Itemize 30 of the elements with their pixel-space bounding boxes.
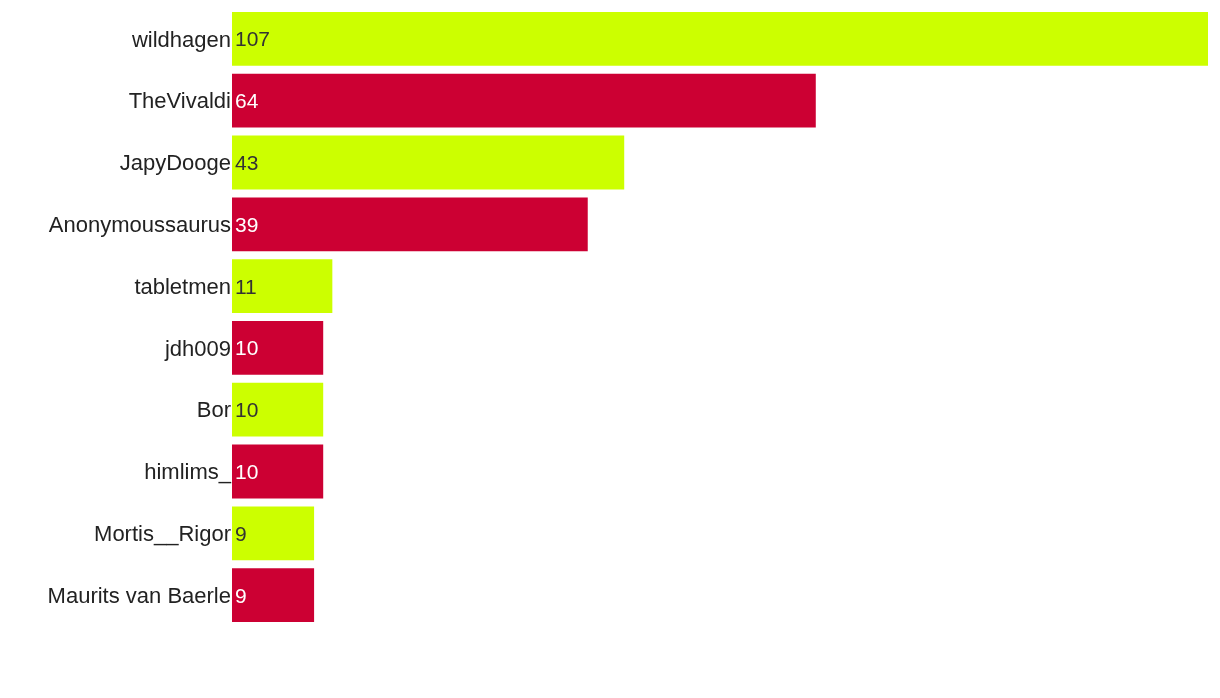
bar [232,382,324,437]
data-label: 9 [235,521,247,545]
y-tick-label: Mortis__Rigor [94,521,231,546]
y-tick-label: Maurits van Baerle [47,582,231,608]
y-tick-label: tabletmen [134,273,231,299]
y-tick-label: wildhagen [130,26,231,52]
bar [232,506,315,561]
y-tick-label: JapyDooge [119,150,231,176]
data-label: 39 [235,212,259,236]
y-tick-label: Anonymoussaurus [48,212,231,237]
data-label: 9 [235,583,247,607]
data-label: 43 [235,151,259,174]
data-label: 10 [235,460,259,483]
y-tick-label: himlims_ [144,459,232,485]
y-tick-label: TheVivaldi [128,88,231,114]
y-tick-label: jdh009 [163,335,231,361]
bar [232,197,588,252]
bar [232,12,1208,66]
bar [232,73,816,128]
data-label: 64 [235,89,259,113]
bar [232,135,625,190]
bar [232,444,324,499]
data-label: 10 [235,398,259,422]
bar [232,321,324,375]
bar [232,568,315,622]
data-label: 107 [235,27,271,51]
y-tick-label: Bor [196,397,231,423]
data-label: 10 [235,336,259,360]
bar [232,259,333,313]
data-label: 11 [235,274,257,298]
